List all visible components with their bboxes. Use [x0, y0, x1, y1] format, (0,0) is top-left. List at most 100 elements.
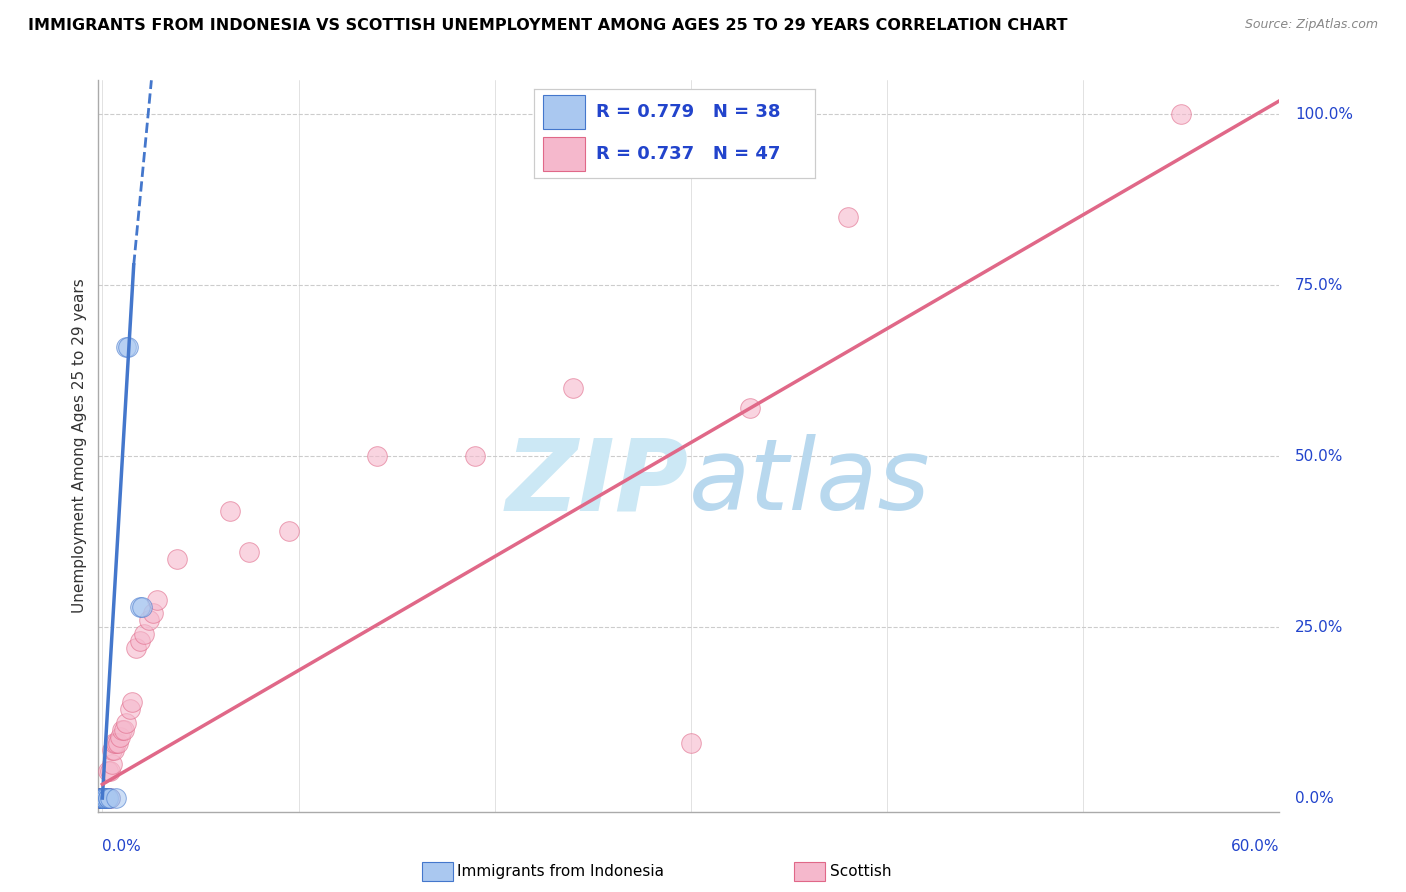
Point	[105, 791, 128, 805]
Point	[91, 791, 114, 805]
Text: IMMIGRANTS FROM INDONESIA VS SCOTTISH UNEMPLOYMENT AMONG AGES 25 TO 29 YEARS COR: IMMIGRANTS FROM INDONESIA VS SCOTTISH UN…	[28, 18, 1067, 33]
Point	[107, 736, 129, 750]
Point	[93, 791, 115, 805]
Point	[218, 504, 240, 518]
Point	[91, 791, 114, 805]
Point	[91, 791, 114, 805]
Text: 25.0%: 25.0%	[1295, 620, 1344, 634]
Point	[91, 791, 114, 805]
Point	[91, 791, 114, 805]
Point	[91, 791, 114, 805]
Point	[132, 627, 155, 641]
Point	[103, 736, 125, 750]
Point	[91, 791, 114, 805]
Point	[91, 791, 114, 805]
Point	[101, 743, 124, 757]
Point	[112, 723, 135, 737]
Point	[146, 592, 169, 607]
Point	[91, 791, 114, 805]
Text: Source: ZipAtlas.com: Source: ZipAtlas.com	[1244, 18, 1378, 31]
Point	[91, 791, 114, 805]
Point	[277, 524, 299, 539]
Point	[91, 791, 114, 805]
Point	[91, 791, 114, 805]
Point	[138, 613, 160, 627]
Point	[117, 340, 139, 354]
Point	[91, 791, 114, 805]
Point	[115, 340, 138, 354]
Point	[91, 791, 114, 805]
Point	[91, 791, 114, 805]
Point	[91, 791, 114, 805]
Point	[91, 791, 114, 805]
Text: Scottish: Scottish	[830, 864, 891, 879]
Point	[91, 791, 114, 805]
Point	[91, 791, 114, 805]
Point	[91, 791, 114, 805]
Point	[105, 736, 128, 750]
Point	[111, 723, 134, 737]
Point	[97, 764, 120, 778]
Y-axis label: Unemployment Among Ages 25 to 29 years: Unemployment Among Ages 25 to 29 years	[72, 278, 87, 614]
Text: R = 0.737   N = 47: R = 0.737 N = 47	[596, 145, 780, 163]
Point	[125, 640, 148, 655]
Point	[91, 791, 114, 805]
Point	[91, 791, 114, 805]
Point	[91, 791, 114, 805]
Point	[93, 791, 115, 805]
Point	[91, 791, 114, 805]
Point	[91, 791, 114, 805]
Point	[128, 633, 150, 648]
Point	[91, 791, 114, 805]
Point	[679, 736, 702, 750]
Point	[131, 599, 153, 614]
Text: atlas: atlas	[689, 434, 931, 531]
Point	[96, 791, 118, 805]
Point	[98, 791, 121, 805]
Point	[103, 743, 125, 757]
Point	[96, 791, 118, 805]
Point	[93, 791, 115, 805]
Point	[118, 702, 141, 716]
Point	[91, 791, 114, 805]
Point	[121, 695, 143, 709]
Point	[91, 791, 114, 805]
Point	[91, 791, 114, 805]
Point	[97, 791, 120, 805]
Point	[1170, 107, 1192, 121]
Point	[96, 791, 118, 805]
Bar	[543, 95, 585, 129]
Point	[108, 730, 131, 744]
Point	[98, 764, 121, 778]
Text: 50.0%: 50.0%	[1295, 449, 1344, 464]
Point	[98, 791, 121, 805]
Text: 75.0%: 75.0%	[1295, 277, 1344, 293]
Point	[738, 401, 761, 416]
Point	[93, 791, 115, 805]
Point	[115, 715, 138, 730]
Point	[91, 791, 114, 805]
Point	[97, 791, 120, 805]
Point	[837, 210, 859, 224]
Point	[91, 791, 114, 805]
Text: Immigrants from Indonesia: Immigrants from Indonesia	[457, 864, 664, 879]
Point	[101, 756, 124, 771]
Point	[91, 791, 114, 805]
Text: ZIP: ZIP	[506, 434, 689, 531]
Text: 60.0%: 60.0%	[1232, 839, 1279, 854]
Text: 0.0%: 0.0%	[103, 839, 141, 854]
Point	[97, 791, 120, 805]
Point	[91, 791, 114, 805]
Point	[91, 791, 114, 805]
Text: R = 0.779   N = 38: R = 0.779 N = 38	[596, 103, 780, 121]
Text: 0.0%: 0.0%	[1295, 790, 1334, 805]
Point	[166, 551, 188, 566]
Point	[91, 791, 114, 805]
Point	[142, 607, 165, 621]
Point	[128, 599, 150, 614]
Point	[91, 791, 114, 805]
Point	[562, 381, 585, 395]
Point	[464, 449, 486, 463]
Bar	[543, 137, 585, 171]
Point	[366, 449, 388, 463]
